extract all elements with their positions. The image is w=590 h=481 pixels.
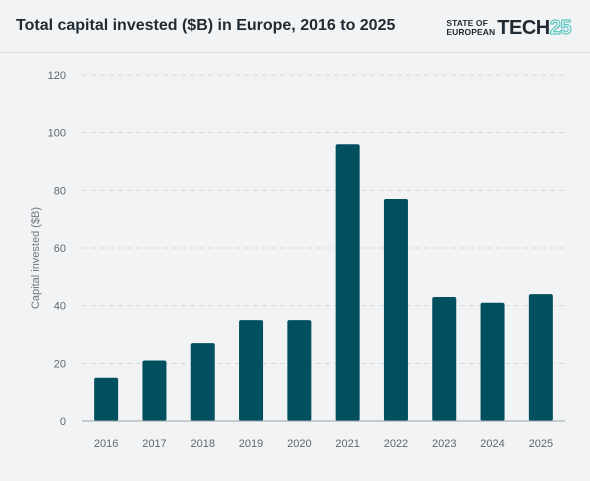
bar-2016 — [94, 377, 119, 421]
x-tick-label: 2022 — [384, 438, 408, 450]
y-tick-label: 0 — [60, 416, 66, 428]
x-tick-label: 2017 — [142, 438, 166, 450]
bar-2020 — [287, 320, 312, 421]
bar-2018 — [190, 343, 215, 421]
y-tick-label: 20 — [54, 358, 66, 370]
y-tick-label: 60 — [54, 243, 66, 255]
x-tick-label: 2016 — [94, 438, 118, 450]
x-tick-label: 2019 — [239, 438, 263, 450]
bar-2017 — [142, 360, 167, 421]
y-tick-label: 120 — [48, 70, 66, 82]
y-tick-label: 80 — [54, 185, 66, 197]
bars — [94, 144, 553, 421]
x-tick-label: 2023 — [432, 438, 456, 450]
bar-2023 — [432, 297, 457, 421]
x-tick-label: 2025 — [529, 438, 553, 450]
logo-line1: STATE OF — [446, 18, 488, 28]
state-of-european-tech-logo: STATE OF EUROPEAN TECH 25 — [446, 16, 572, 40]
x-tick-label: 2024 — [480, 438, 504, 450]
y-axis-ticks: 0 20 40 60 80 100 120 — [48, 70, 66, 428]
x-tick-label: 2020 — [287, 438, 311, 450]
y-axis-label: Capital invested ($B) — [30, 207, 42, 309]
x-tick-label: 2018 — [191, 438, 215, 450]
y-tick-label: 100 — [48, 128, 66, 140]
bar-2019 — [239, 320, 264, 421]
x-tick-label: 2021 — [335, 438, 359, 450]
bar-2022 — [383, 198, 408, 421]
y-tick-label: 40 — [54, 301, 66, 313]
bar-2025 — [528, 294, 553, 421]
bar-2024 — [480, 302, 505, 421]
logo-small-text: STATE OF EUROPEAN — [446, 19, 495, 37]
logo-word: TECH — [497, 16, 550, 39]
logo-number: 25 — [549, 16, 572, 39]
x-axis-ticks: 2016 2017 2018 2019 2020 2021 2022 2023 2024 2025 — [94, 438, 553, 450]
chart-title: Total capital invested ($B) in Europe, 2… — [16, 17, 396, 34]
bar-2021 — [335, 144, 360, 421]
chart-header: Total capital invested ($B) in Europe, 2… — [0, 0, 590, 53]
logo-line2: EUROPEAN — [446, 27, 496, 37]
